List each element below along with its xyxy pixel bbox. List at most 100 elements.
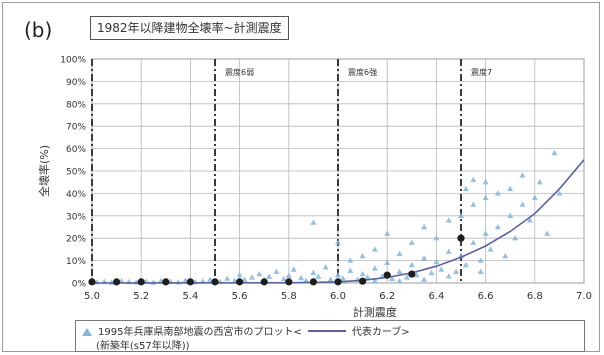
x-tick-label: 5.0: [84, 291, 100, 302]
scatter-point: [519, 172, 526, 178]
scatter-point: [494, 223, 501, 230]
scatter-point: [544, 230, 551, 236]
y-tick-label: 0%: [72, 280, 87, 290]
bin-average-point: [260, 278, 268, 286]
scatter-point: [413, 271, 420, 278]
scatter-point: [531, 194, 538, 201]
scatter-point: [445, 248, 452, 254]
x-tick-label: 5.2: [133, 291, 149, 302]
scatter-point: [507, 185, 514, 192]
scatter-point: [445, 217, 452, 223]
scatter-point: [384, 259, 391, 266]
bin-average-point: [88, 278, 96, 286]
scatter-point: [298, 274, 305, 281]
scatter-point: [396, 250, 403, 257]
scatter-point: [266, 273, 273, 279]
legend-row-2: (新築年(s57年以降)): [96, 341, 190, 352]
scatter-point: [462, 261, 469, 268]
scatter-point: [322, 264, 329, 270]
scatter-point: [477, 257, 484, 263]
scatter-point: [487, 246, 494, 252]
bin-average-point: [359, 277, 367, 285]
intensity-boundary-label: 震度6強: [348, 67, 377, 77]
scatter-point: [428, 269, 435, 276]
scatter-point: [494, 190, 501, 196]
scatter-point: [507, 212, 514, 218]
scatter-point: [458, 212, 464, 218]
scatter-point: [303, 277, 310, 283]
triangle-marker-icon: [82, 328, 92, 336]
scatter-point: [371, 246, 378, 252]
bin-average-points: [88, 234, 465, 286]
scatter-point: [364, 274, 371, 280]
scatter-point: [359, 252, 366, 259]
y-tick-label: 100%: [60, 56, 86, 66]
x-tick-label: 5.4: [182, 291, 198, 302]
bin-average-point: [334, 278, 342, 286]
y-tick-label: 70%: [66, 123, 86, 133]
scatter-point: [339, 275, 346, 281]
bin-average-point: [137, 278, 145, 286]
scatter-point: [347, 267, 354, 273]
scatter-point: [408, 239, 415, 245]
scatter-points: [93, 149, 563, 285]
scatter-point: [273, 268, 280, 274]
scatter-point: [482, 179, 489, 185]
x-tick-label: 6.8: [527, 291, 543, 302]
bin-average-point: [383, 271, 391, 279]
y-tick-label: 20%: [66, 235, 86, 245]
scatter-point: [285, 272, 292, 279]
scatter-point: [482, 230, 489, 236]
y-tick-label: 10%: [66, 257, 86, 267]
scatter-point: [384, 230, 391, 236]
scatter-point: [470, 176, 477, 183]
scatter-point: [482, 194, 489, 201]
scatter-point: [327, 276, 334, 282]
scatter-point: [438, 266, 445, 272]
bin-average-point: [186, 278, 194, 286]
y-tick-label: 80%: [66, 100, 86, 110]
x-tick-label: 6.2: [379, 291, 395, 302]
legend-curve-label: 代表カーブ>: [351, 327, 410, 338]
scatter-point: [256, 270, 263, 277]
legend: 1995年兵庫県南部地震の西宮市のプロット< 代表カーブ> (新築年(s57年以降…: [75, 320, 585, 352]
bin-average-point: [285, 278, 293, 286]
scatter-point: [556, 190, 563, 196]
bin-average-point: [113, 278, 121, 286]
scatter-point: [502, 252, 509, 259]
y-tick-label: 50%: [66, 168, 86, 178]
intensity-boundaries: 震度6弱 震度6強 震度7: [91, 59, 492, 283]
legend-row-1: 1995年兵庫県南部地震の西宮市のプロット< 代表カーブ>: [82, 323, 410, 338]
x-tick-label: 5.8: [281, 291, 297, 302]
scatter-point: [470, 201, 477, 207]
intensity-boundary-label: 震度7: [471, 67, 492, 77]
scatter-point: [526, 217, 533, 223]
scatter-point: [347, 257, 354, 263]
scatter-point: [408, 261, 415, 268]
scatter-point: [207, 276, 214, 282]
y-tick-label: 30%: [66, 212, 86, 222]
scatter-point: [551, 149, 558, 156]
scatter-point: [280, 275, 287, 282]
bin-average-point: [236, 278, 244, 286]
scatter-point: [421, 276, 428, 282]
scatter-point: [248, 274, 255, 280]
x-tick-label: 6.4: [428, 291, 444, 302]
scatter-point: [310, 269, 317, 276]
scatter-point: [470, 239, 477, 245]
scatter-point: [335, 271, 341, 278]
scatter-point: [536, 179, 543, 185]
scatter-point: [389, 275, 396, 282]
scatter-point: [310, 219, 317, 225]
x-tick-label: 7.0: [576, 291, 592, 302]
x-tick-label: 6.0: [330, 291, 346, 302]
scatter-point: [224, 275, 231, 281]
scatter-point: [396, 278, 403, 284]
axes: 0% 10% 20% 30% 40% 50% 60% 70% 80% 90% 100% 5.0 5.2 5…: [60, 56, 592, 303]
bin-average-point: [408, 270, 416, 278]
scatter-point: [462, 185, 469, 192]
y-axis-label: 全壊率(%): [37, 145, 51, 197]
x-axis-label: 計測震度: [353, 305, 397, 319]
bin-average-point: [457, 234, 465, 242]
